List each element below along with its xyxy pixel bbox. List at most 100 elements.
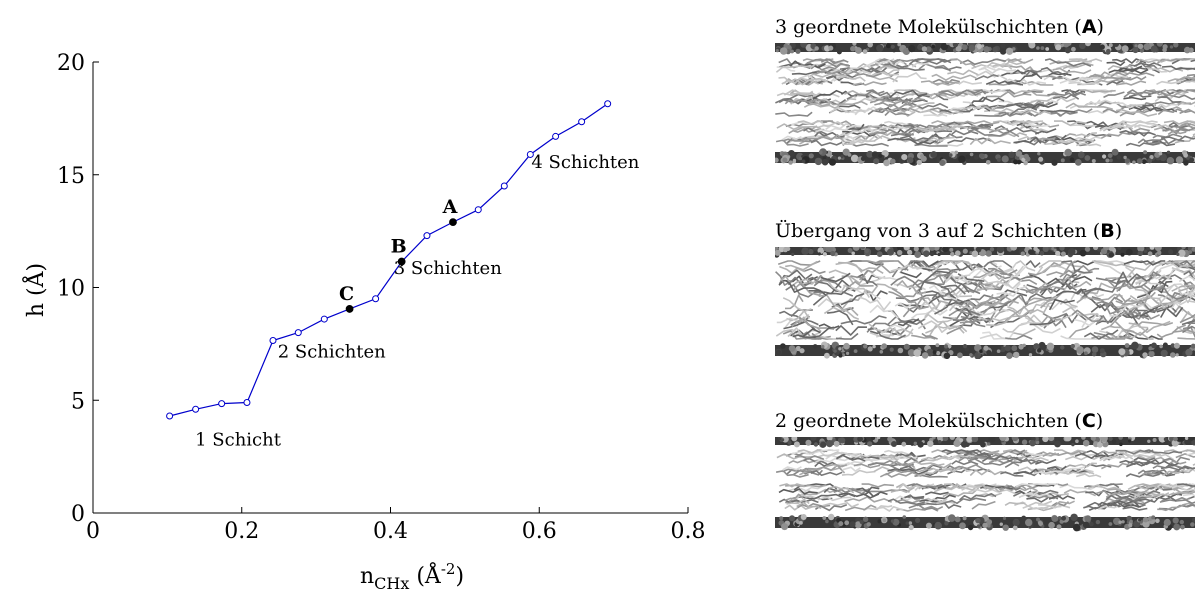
- wall-atom: [787, 440, 792, 445]
- alkane-chain: [775, 64, 815, 73]
- wall-atom: [798, 156, 802, 161]
- alkane-chain: [1095, 490, 1116, 497]
- wall-atom: [1021, 157, 1026, 162]
- alkane-chain: [1119, 459, 1156, 466]
- wall-atom: [1025, 518, 1033, 527]
- wall-atom: [1008, 151, 1015, 158]
- alkane-chain: [799, 331, 822, 340]
- alkane-chain: [877, 453, 919, 460]
- alkane-chain: [828, 485, 855, 494]
- wall-atom: [976, 524, 981, 529]
- alkane-chain: [908, 58, 952, 65]
- alkane-chain: [931, 120, 965, 125]
- wall-atom: [882, 518, 887, 523]
- wall-atom: [850, 154, 859, 163]
- wall-atom: [935, 343, 940, 348]
- alkane-chain: [1115, 449, 1154, 455]
- wall-atom: [1108, 252, 1115, 258]
- wall-atom: [948, 153, 953, 157]
- wall-atom: [1004, 345, 1011, 352]
- wall-atom: [876, 435, 881, 440]
- wall-atom: [920, 154, 924, 158]
- alkane-chain: [884, 449, 911, 456]
- alkane-chain: [1007, 58, 1034, 64]
- alkane-chain: [1074, 452, 1099, 459]
- wall-atom: [1137, 43, 1144, 49]
- wall-atom: [1061, 515, 1066, 521]
- alkane-chain: [835, 454, 866, 462]
- alkane-chain: [1173, 485, 1195, 492]
- layer-annotation: 3 Schichten: [394, 258, 502, 279]
- wall-atom: [838, 521, 844, 527]
- wall-atom: [1147, 158, 1153, 164]
- alkane-chain: [1062, 62, 1094, 70]
- alkane-chain: [896, 280, 926, 295]
- alkane-chain: [1033, 468, 1073, 475]
- wall-atom: [1173, 436, 1178, 442]
- wall-atom: [933, 244, 940, 251]
- annotation-layer: 1 Schicht 2 Schichten 3 Schichten 4 Schicht…: [195, 152, 640, 450]
- alkane-chain: [934, 260, 975, 271]
- wall-atom: [929, 245, 935, 251]
- alkane-chain: [1040, 262, 1084, 274]
- alkane-chain: [1175, 123, 1195, 129]
- wall-atom: [980, 441, 986, 448]
- wall-atom: [1048, 521, 1055, 529]
- alkane-chain: [952, 310, 981, 321]
- alkane-chain: [840, 292, 865, 306]
- alkane-chain: [786, 135, 827, 145]
- alkane-chain: [911, 62, 929, 68]
- alkane-chain: [986, 315, 1038, 327]
- wall-atom: [828, 513, 835, 521]
- wall-atom: [1169, 45, 1174, 49]
- wall-atom: [783, 43, 789, 49]
- wall-atom: [903, 343, 910, 350]
- alkane-chain: [1035, 128, 1057, 135]
- structure-panel-c: 2 geordnete Molekülschichten (C): [775, 410, 1195, 536]
- wall-atom: [777, 437, 782, 441]
- wall-atom: [901, 154, 908, 161]
- wall-atom: [985, 250, 992, 257]
- alkane-chain: [802, 326, 835, 339]
- alkane-chain: [1160, 306, 1184, 318]
- wall-atom: [879, 350, 884, 354]
- alkane-chain: [1024, 124, 1050, 127]
- wall-atom: [833, 440, 840, 447]
- wall-atom: [925, 522, 932, 529]
- alkane-chain: [1106, 79, 1124, 86]
- wall-atom: [781, 438, 785, 442]
- alkane-chain: [1101, 325, 1130, 337]
- wall-atom: [1128, 439, 1132, 443]
- wall-atom: [1151, 342, 1157, 349]
- alkane-chain: [1039, 315, 1061, 326]
- alkane-chain: [934, 82, 956, 86]
- wall-atom: [976, 44, 982, 49]
- wall-atom: [864, 248, 869, 254]
- alkane-chain: [1015, 483, 1058, 488]
- alkane-chain: [888, 288, 924, 299]
- wall-atom: [1117, 245, 1122, 250]
- wall-atom: [1053, 248, 1057, 252]
- wall-atom: [782, 157, 788, 163]
- alkane-chain: [1013, 468, 1042, 476]
- alkane-chain: [980, 103, 1014, 111]
- alkane-chain: [813, 493, 856, 501]
- alkane-chain: [810, 63, 849, 71]
- wall-atom: [996, 349, 1001, 353]
- wall-atom: [1107, 153, 1113, 158]
- wall-atom: [997, 346, 1002, 350]
- alkane-chain: [1009, 449, 1026, 454]
- alkane-chain: [966, 124, 1008, 132]
- alkane-chain: [823, 306, 860, 320]
- wall-atom: [1038, 521, 1043, 526]
- alkane-chain: [865, 59, 905, 68]
- wall-atom: [1064, 148, 1072, 157]
- alkane-chain: [845, 281, 874, 290]
- alkane-chain: [1110, 71, 1155, 78]
- wall-atom: [1123, 155, 1127, 160]
- alkane-chain: [917, 320, 951, 333]
- alkane-chain: [813, 455, 862, 464]
- alkane-chain: [811, 92, 840, 100]
- alkane-chain: [1161, 65, 1195, 70]
- x-tick-label: 0.8: [671, 519, 706, 544]
